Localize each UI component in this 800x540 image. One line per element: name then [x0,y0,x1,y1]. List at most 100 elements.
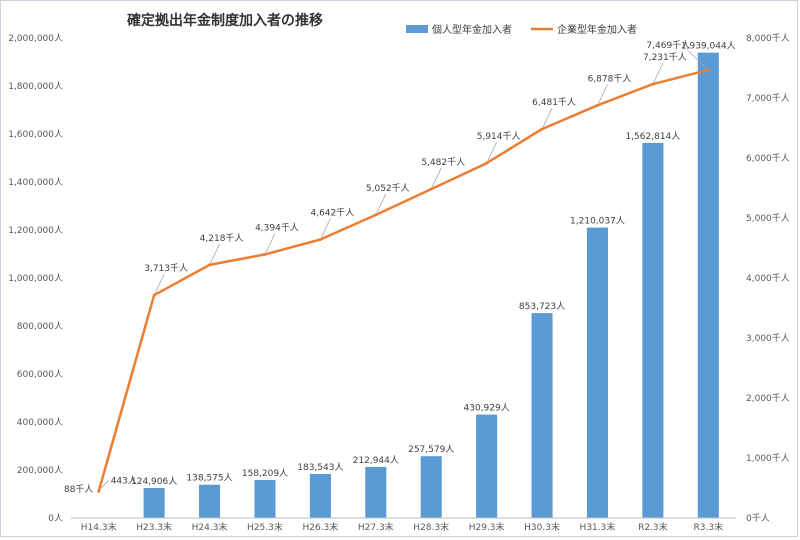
line-path [97,68,709,492]
left-axis-tick-label: 1,800,000人 [8,81,63,92]
legend: 個人型年金加入者 企業型年金加入者 [406,23,637,36]
left-axis-tick-label: 200,000人 [17,465,63,476]
legend-label-corporate: 企業型年金加入者 [557,23,637,36]
right-axis-tick-label: 0千人 [746,513,770,524]
line-point [429,187,433,191]
x-axis-tick-label: H27.3末 [358,521,394,533]
line-data-label: 6,481千人 [532,97,576,108]
data-label-leader [376,193,387,214]
line-point [374,213,378,217]
bar [476,414,498,518]
line-point [318,237,322,241]
line-data-label: 4,394千人 [255,222,299,233]
line-series-corporate: 443人 3,713千人 4,218千人 4,394千人 4,642千人 5,052千人 5… [97,40,710,493]
line-data-label: 4,642千人 [310,207,354,218]
bar [309,473,331,518]
bar-data-label: 1,210,037人 [570,216,625,227]
bar-data-label: 1,939,044人 [681,41,736,52]
line-data-label: 5,914千人 [477,131,521,142]
data-label-leader [431,167,442,188]
line-data-label: 443人 [111,475,137,486]
line-point [595,103,599,107]
line-point [485,161,489,165]
x-axis-tick-label: H26.3末 [302,521,338,533]
line-data-label: 5,052千人 [366,183,410,194]
right-axis-tick-label: 6,000千人 [746,153,790,164]
line-data-label: 7,231千人 [643,52,687,63]
legend-label-individual: 個人型年金加入者 [432,23,512,36]
line-point [97,489,101,493]
bar-series-individual: 124,906人 138,575人 158,209人 183,543人 212,944人… [64,41,736,519]
chart-title: 確定拠出年金制度加入者の推移 [127,12,323,29]
legend-swatch-individual [406,25,428,33]
x-axis-tick-label: R2.3末 [638,521,668,533]
data-label-leader [688,50,707,69]
bar-data-label: 124,906人 [131,476,177,487]
bar [420,456,442,518]
right-axis: 0千人 1,000千人 2,000千人 3,000千人 4,000千人 5,000千人 6,… [746,33,790,524]
bar-data-label: 183,543人 [297,462,343,473]
right-axis-tick-label: 4,000千人 [746,273,790,284]
bar [642,142,664,519]
data-label-leader [598,84,608,104]
right-axis-tick-label: 8,000千人 [746,33,790,44]
bar-data-label: 158,209人 [242,468,288,479]
line-point [540,127,544,131]
line-data-label: 7,469千人 [646,40,690,51]
line-point [208,263,212,267]
bar [531,313,553,518]
data-label-leader [321,218,331,238]
left-axis-tick-label: 1,400,000人 [8,177,63,188]
x-axis-tick-label: H31.3末 [580,521,616,533]
x-axis-tick-label: H28.3末 [413,521,449,533]
data-label-leader [100,480,109,489]
bar-data-label: 212,944人 [353,455,399,466]
bar [143,488,165,518]
x-axis-tick-label: R3.3末 [694,521,724,533]
x-axis-tick-label: H29.3末 [469,521,505,533]
left-axis-tick-label: 400,000人 [17,417,63,428]
right-axis-tick-label: 5,000千人 [746,213,790,224]
data-label-leader [487,141,497,162]
bar [199,484,221,518]
left-axis-tick-label: 2,000,000人 [8,33,63,44]
left-axis-tick-label: 0人 [48,513,63,524]
bar [254,480,276,518]
x-axis-tick-label: H30.3末 [524,521,560,533]
bar [365,466,387,518]
x-axis-tick-label: H24.3末 [192,521,228,533]
bar-data-label: 1,562,814人 [625,131,680,142]
left-axis: 0人 200,000人 400,000人 600,000人 800,000人 1,000,… [8,33,63,524]
bar-data-label: 138,575人 [186,473,232,484]
left-axis-tick-label: 600,000人 [17,369,63,380]
line-point [263,252,267,256]
bar-data-label: 88千人 [64,484,93,495]
bar-data-label: 853,723人 [519,301,565,312]
line-data-label: 6,878千人 [588,73,632,84]
right-axis-tick-label: 1,000千人 [746,453,790,464]
data-label-leader [154,274,165,294]
line-data-label: 5,482千人 [421,157,465,168]
left-axis-tick-label: 1,200,000人 [8,225,63,236]
left-axis-tick-label: 800,000人 [17,321,63,332]
x-axis: H14.3末 H23.3末 H24.3末 H25.3末 H26.3末 H27.3末 H28.… [71,517,736,533]
bar [586,227,608,518]
bar-data-label: 257,579人 [408,444,454,455]
data-label-leader [653,62,664,83]
x-axis-tick-label: H23.3末 [136,521,172,533]
right-axis-tick-label: 7,000千人 [746,93,790,104]
line-data-label: 4,218千人 [200,233,244,244]
bar [697,52,719,518]
data-label-leader [210,243,220,264]
line-point [651,82,655,86]
x-axis-tick-label: H25.3末 [247,521,283,533]
bar-data-label: 430,929人 [464,403,510,414]
line-data-label: 3,713千人 [144,263,188,274]
right-axis-tick-label: 2,000千人 [746,393,790,404]
left-axis-tick-label: 1,600,000人 [8,129,63,140]
line-point [152,293,156,297]
left-axis-tick-label: 1,000,000人 [8,273,63,284]
right-axis-tick-label: 3,000千人 [746,333,790,344]
